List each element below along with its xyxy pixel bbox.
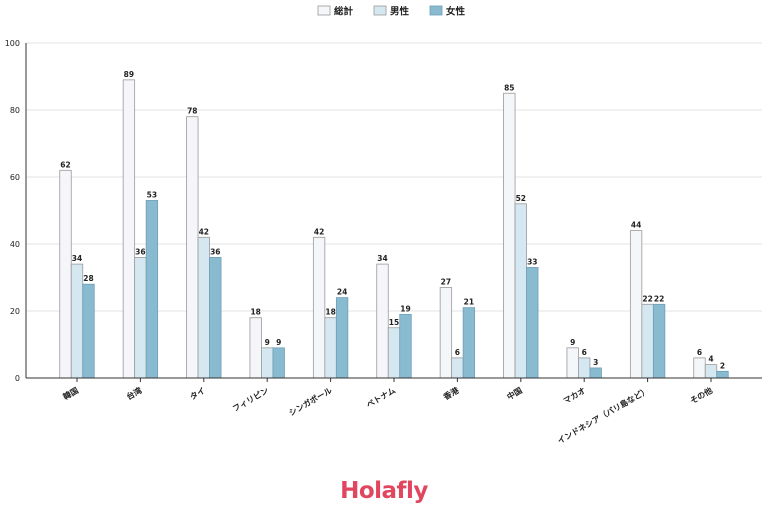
bar [652, 303, 666, 379]
x-tick-label: 香港 [441, 385, 462, 403]
bar [387, 327, 401, 379]
legend-swatch [429, 5, 443, 16]
chart-legend: 総計 男性 女性 [317, 5, 466, 18]
x-tick-label: 台湾 [125, 385, 144, 402]
bar [399, 313, 412, 379]
brand-logo: Holafly [340, 478, 428, 504]
bar [693, 357, 706, 379]
data-label: 34 [72, 254, 82, 263]
bar [704, 364, 718, 379]
data-label: 2 [720, 361, 725, 370]
data-label: 36 [210, 247, 220, 256]
y-tick-label: 40 [10, 240, 20, 249]
bar [70, 263, 84, 379]
x-tick-label: その他 [688, 385, 714, 406]
data-label: 9 [276, 338, 281, 347]
data-label: 3 [593, 358, 598, 367]
data-label: 9 [265, 338, 270, 347]
legend-label: 男性 [390, 6, 410, 18]
data-label: 62 [60, 160, 70, 169]
data-label: 53 [147, 190, 157, 199]
bar [589, 367, 602, 379]
data-label: 78 [187, 107, 197, 116]
bar [629, 230, 643, 379]
data-label: 42 [314, 227, 324, 236]
legend-swatch [373, 5, 387, 16]
data-label: 6 [582, 348, 587, 357]
bar [82, 283, 95, 379]
data-label: 52 [516, 194, 526, 203]
data-label: 22 [642, 294, 652, 303]
x-tick-label: 韓国 [61, 385, 80, 402]
legend-label: 総計 [334, 6, 354, 18]
data-label: 24 [337, 288, 347, 297]
y-axis: 0 20 40 60 80 100 [5, 39, 27, 383]
data-label: 6 [455, 348, 460, 357]
data-label: 9 [570, 338, 575, 347]
bar [324, 317, 337, 379]
bar [578, 357, 591, 379]
data-label: 18 [250, 308, 260, 317]
bar [312, 236, 326, 379]
legend-swatch [317, 5, 331, 16]
data-label: 18 [325, 308, 335, 317]
data-label: 22 [654, 294, 664, 303]
bar [272, 347, 285, 379]
bar [439, 287, 453, 379]
y-tick-label: 60 [10, 173, 20, 182]
bar [59, 169, 72, 379]
data-label: 19 [400, 304, 410, 313]
data-label: 6 [697, 348, 702, 357]
y-tick-label: 20 [10, 307, 20, 316]
bar [462, 307, 476, 379]
data-label: 15 [389, 318, 399, 327]
x-axis: 韓国 台湾 タイ フィリピン シンガポール ベトナム 香港 中国 マカオインドネシア（バリ島など… [26, 377, 762, 446]
bar [514, 203, 527, 379]
x-tick-label: マカオ [562, 386, 587, 406]
data-label: 21 [464, 298, 474, 307]
bar [122, 79, 136, 379]
bar [134, 256, 147, 379]
legend-label: 女性 [446, 6, 466, 18]
data-label: 4 [708, 355, 713, 364]
x-tick-label: フィリピン [231, 385, 271, 414]
bar [526, 267, 539, 379]
data-label: 85 [504, 83, 514, 92]
bar [641, 303, 654, 379]
bar [249, 317, 262, 379]
y-tick-label: 80 [10, 106, 20, 115]
y-tick-label: 100 [5, 39, 20, 48]
data-label: 33 [527, 257, 537, 266]
bar [451, 357, 464, 379]
y-tick-label: 0 [15, 374, 20, 383]
bar [376, 263, 389, 379]
bar [197, 236, 210, 379]
bar [335, 297, 349, 379]
bar [209, 256, 222, 379]
data-label: 28 [83, 274, 93, 283]
bar [261, 347, 274, 379]
x-tick-label: タイ [188, 385, 207, 402]
data-label: 42 [199, 227, 209, 236]
data-label: 89 [124, 70, 134, 79]
data-label: 44 [631, 221, 641, 230]
data-label: 36 [135, 247, 145, 256]
bar [186, 116, 199, 379]
bar [566, 347, 579, 379]
x-tick-label: ベトナム [365, 386, 397, 410]
bar [145, 200, 159, 379]
data-label: 34 [377, 254, 387, 263]
bar [503, 92, 516, 379]
bar [716, 370, 729, 379]
data-label: 27 [441, 278, 451, 287]
x-tick-label: シンガポール [287, 385, 334, 418]
x-tick-label: 中国 [505, 385, 524, 402]
